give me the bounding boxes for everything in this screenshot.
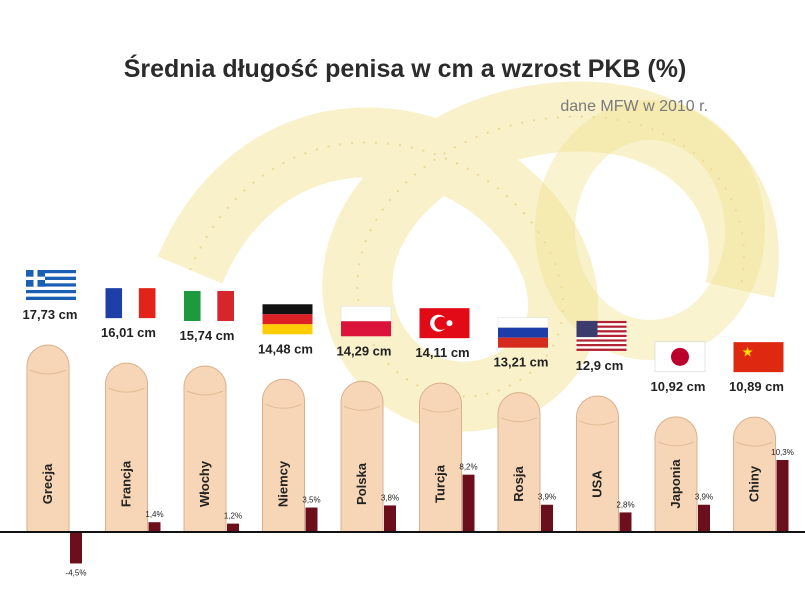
gdp-bar bbox=[698, 504, 710, 532]
tape-roll bbox=[535, 100, 765, 360]
chart-subtitle: dane MFW w 2010 r. bbox=[560, 98, 708, 115]
gdp-label: 3,9% bbox=[538, 493, 556, 502]
length-label: 12,9 cm bbox=[576, 358, 624, 373]
russia-flag bbox=[497, 317, 549, 348]
length-bar bbox=[576, 395, 619, 533]
country-group: Japonia 10,92 cm 3,9% bbox=[651, 341, 713, 533]
tape-band bbox=[157, 81, 779, 432]
length-bar bbox=[262, 378, 305, 533]
gdp-bar bbox=[619, 512, 632, 532]
length-label: 13,21 cm bbox=[494, 355, 549, 370]
china-flag: ★ bbox=[733, 342, 784, 373]
gdp-bar bbox=[462, 474, 475, 532]
length-label: 15,74 cm bbox=[180, 328, 235, 343]
gdp-label: -4,5% bbox=[66, 568, 87, 577]
usa-flag bbox=[576, 320, 627, 351]
country-label: Polska bbox=[354, 462, 369, 505]
gdp-label: 3,9% bbox=[695, 493, 713, 502]
country-group: Turcja 14,11 cm 8,2% bbox=[415, 308, 478, 533]
length-bar bbox=[497, 392, 541, 533]
gdp-label: 10,3% bbox=[771, 448, 794, 457]
length-label: 14,11 cm bbox=[415, 345, 469, 360]
gdp-bar bbox=[305, 507, 318, 532]
length-bar-detail bbox=[265, 403, 302, 409]
japan-flag bbox=[654, 341, 706, 373]
length-bar-detail bbox=[108, 387, 145, 393]
country-group: Niemcy 14,48 cm 3,5% bbox=[258, 304, 321, 533]
gdp-bar bbox=[541, 504, 553, 532]
gdp-bar bbox=[70, 532, 82, 564]
length-bar-detail bbox=[186, 390, 224, 396]
length-bar bbox=[419, 382, 462, 533]
gdp-label: 1,4% bbox=[145, 510, 163, 519]
greece-flag bbox=[26, 270, 76, 300]
country-group: USA 12,9 cm 2,8% bbox=[576, 320, 635, 533]
country-group: Chiny 10,89 cm ★ 10,3% bbox=[729, 342, 794, 533]
germany-flag bbox=[262, 304, 313, 335]
length-label: 10,92 cm bbox=[651, 379, 706, 394]
gdp-bar bbox=[384, 505, 396, 532]
france-flag bbox=[105, 288, 156, 319]
country-label: Japonia bbox=[668, 459, 683, 509]
country-label: Chiny bbox=[747, 465, 762, 502]
country-label: Grecja bbox=[40, 463, 55, 504]
country-label: Turcja bbox=[433, 464, 448, 503]
italy-flag bbox=[184, 290, 234, 321]
svg-text:★: ★ bbox=[742, 345, 754, 361]
length-bar bbox=[654, 416, 698, 533]
gdp-label: 8,2% bbox=[459, 463, 477, 472]
length-bar-detail bbox=[657, 441, 695, 447]
turkey-flag bbox=[419, 308, 470, 339]
gdp-bar bbox=[227, 523, 239, 532]
length-bar-detail bbox=[736, 441, 773, 447]
chart-title: Średnia długość penisa w cm a wzrost PKB… bbox=[124, 53, 687, 83]
gdp-label: 3,8% bbox=[381, 493, 399, 502]
gdp-bar bbox=[148, 522, 161, 532]
gdp-bar bbox=[776, 460, 789, 532]
length-bar bbox=[105, 362, 148, 533]
country-label: Francja bbox=[119, 460, 134, 507]
length-bar-detail bbox=[29, 369, 67, 375]
country-label: Włochy bbox=[197, 460, 212, 507]
country-group: Polska 14,29 cm 3,8% bbox=[337, 306, 399, 533]
gdp-label: 2,8% bbox=[616, 500, 634, 509]
length-label: 17,73 cm bbox=[23, 307, 78, 322]
length-bar-detail bbox=[500, 417, 538, 423]
gdp-label: 1,2% bbox=[224, 512, 242, 521]
poland-flag bbox=[340, 306, 392, 337]
country-group: Francja 16,01 cm 1,4% bbox=[101, 288, 164, 533]
length-label: 14,29 cm bbox=[337, 343, 392, 358]
length-label: 10,89 cm bbox=[729, 379, 784, 394]
measuring-tape-image bbox=[157, 81, 779, 432]
country-group: Grecja 17,73 cm -4,5% bbox=[23, 270, 87, 577]
country-label: USA bbox=[590, 470, 605, 498]
length-bar-detail bbox=[579, 420, 616, 426]
length-bar-detail bbox=[343, 405, 381, 411]
length-bar-detail bbox=[422, 407, 459, 413]
country-group: Włochy 15,74 cm 1,2% bbox=[180, 290, 242, 533]
chart-bars: Grecja 17,73 cm -4,5% Francja 16,01 cm 1,4% Wł… bbox=[23, 270, 794, 577]
length-label: 16,01 cm bbox=[101, 325, 156, 340]
length-bar bbox=[340, 380, 384, 533]
country-group: Rosja 13,21 cm 3,9% bbox=[494, 317, 556, 533]
length-label: 14,48 cm bbox=[258, 341, 313, 356]
country-label: Rosja bbox=[511, 466, 526, 502]
length-bar bbox=[26, 344, 70, 533]
gdp-label: 3,5% bbox=[302, 496, 320, 505]
length-bar bbox=[733, 416, 776, 533]
country-label: Niemcy bbox=[276, 460, 291, 507]
length-bar bbox=[183, 365, 227, 533]
